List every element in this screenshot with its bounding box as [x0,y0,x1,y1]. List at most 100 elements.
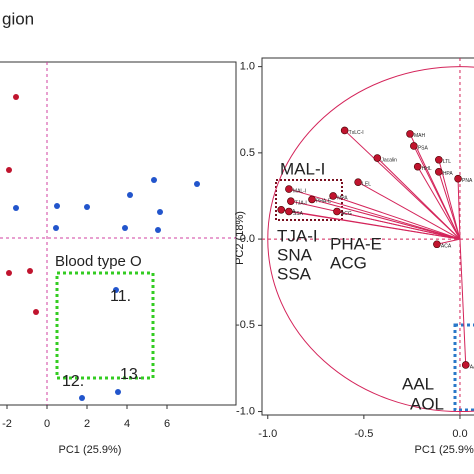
loading-vector [457,178,461,240]
loading-vector [332,195,461,240]
point [13,205,19,211]
loading-point [410,142,418,150]
annotation: SSA [277,264,312,283]
point-label: PHA-E [316,199,332,205]
point-label: HPA [443,171,454,177]
point [6,167,12,173]
loading-point [435,168,443,176]
point [53,225,59,231]
point [54,203,60,209]
point-label: PNA [462,178,473,184]
point-label: ACG [341,211,352,217]
loading-point [461,361,470,369]
point-label: MAL-I [293,188,306,194]
loading-point [277,205,286,214]
point [115,389,121,395]
loading-vector [436,238,461,245]
point-label: TxLC-I [349,130,364,136]
loading-point [354,178,362,186]
loading-point [329,192,337,200]
group-box [275,179,343,221]
x-tick-label: 0 [44,418,50,430]
point-label: MAH [414,133,426,139]
x-axis-label: PC1 (25.9%) [59,444,122,456]
annotation: AAL [402,374,434,393]
annotation: PHA-E [330,234,382,253]
point [127,192,133,198]
point-label: SSA [293,211,304,217]
loading-vector [376,157,461,240]
annotation: ACG [330,253,367,272]
loading-vector [336,211,461,240]
point [122,225,128,231]
point [84,204,90,210]
loading-point [435,155,443,164]
group-box [55,271,155,380]
x-tick-label: -0.5 [354,428,373,440]
panel-title: gion [2,9,34,28]
loading-vector [438,171,461,240]
loading-point [333,207,341,216]
group-box [453,323,474,412]
point [27,268,33,274]
annotation: TJA-I [277,226,318,245]
point [155,227,161,233]
point [6,270,12,276]
loading-point [285,185,293,193]
loading-vector [357,181,461,240]
point-label: LTL [443,159,451,165]
loading-vector [311,198,461,240]
annotation: SNA [277,245,313,264]
point-label: LEL [362,182,371,188]
point-label: Jacalin [381,157,397,163]
plot-frame [261,57,474,416]
point-label: PSA [418,145,429,151]
loading-vector [344,130,461,240]
annotation: AOL [410,394,444,413]
point-label: MPA [337,195,348,201]
point-label: ACA [441,244,452,250]
plot-area [0,62,236,405]
plot-frame [0,61,237,406]
y-tick-label: -1.0 [236,405,255,417]
loading-point [373,154,382,162]
loading-vector [413,145,461,240]
annotation: 12. [62,373,84,390]
annotation: 13. [120,366,142,383]
y-tick-label: 1.0 [240,61,255,73]
point-label: TJA-I [295,200,307,206]
loading-vector [288,210,461,240]
y-tick-label: 0.0 [240,233,255,245]
loading-vector [417,166,461,240]
loading-point [285,207,293,216]
loading-point [308,195,316,204]
loading-point [340,126,349,135]
x-tick-label: 0.0 [452,428,467,440]
x-tick-label: 6 [164,418,170,430]
y-tick-label: 0.5 [240,147,255,159]
point [13,94,19,100]
loading-point [413,162,422,171]
x-tick-label: 4 [124,418,130,430]
loading-vector [288,188,461,240]
point-label: HHL [422,166,432,172]
point [113,287,119,293]
plot-area: TxLC-I MAH PSA Jacalin HHL LTL HPA PNA LEL MPA MAL… [262,58,474,415]
loading-point [406,130,414,138]
point [157,209,163,215]
x-tick-label: -2 [2,418,12,430]
x-tick-label: 2 [84,418,90,430]
point-label: AAL [470,364,474,370]
x-tick-label: -1.0 [258,428,277,440]
annotation: Blood type O [55,253,142,270]
annotation: 11. [110,288,131,305]
loading-point [433,240,441,249]
x-axis-label: PC1 (25.9%) [415,444,474,456]
y-tick-label: -0.5 [236,319,255,331]
point [151,177,157,183]
loading-point [454,174,462,183]
loading-point [287,197,295,205]
y-axis-label: PC2 (18%) [234,211,246,265]
point [194,181,200,187]
